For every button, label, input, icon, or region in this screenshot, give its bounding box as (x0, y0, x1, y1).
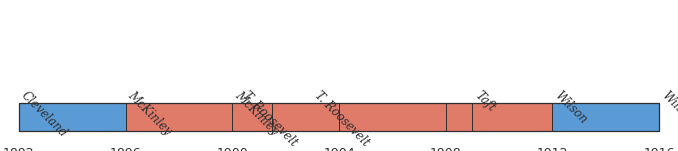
Text: T. Roosevelt: T. Roosevelt (240, 89, 300, 149)
Text: Taft: Taft (473, 89, 498, 115)
Text: Wilson: Wilson (659, 89, 678, 127)
Text: T. Roosevelt: T. Roosevelt (313, 89, 372, 149)
Text: 1912: 1912 (537, 147, 568, 151)
Bar (19, 103, 659, 131)
Bar (125, 103, 233, 131)
Text: Cleveland: Cleveland (19, 89, 70, 140)
Text: 1908: 1908 (430, 147, 462, 151)
Text: 1896: 1896 (110, 147, 142, 151)
Text: 1900: 1900 (216, 147, 248, 151)
Bar (233, 103, 273, 131)
Text: 1904: 1904 (323, 147, 355, 151)
Bar (273, 103, 473, 131)
Bar (553, 103, 659, 131)
Bar (473, 103, 553, 131)
Text: Wilson: Wilson (553, 89, 590, 127)
Text: 1892: 1892 (3, 147, 35, 151)
Text: McKinley: McKinley (125, 89, 174, 138)
Text: 1916: 1916 (643, 147, 675, 151)
Text: McKinley: McKinley (233, 89, 281, 138)
Bar (19, 103, 125, 131)
